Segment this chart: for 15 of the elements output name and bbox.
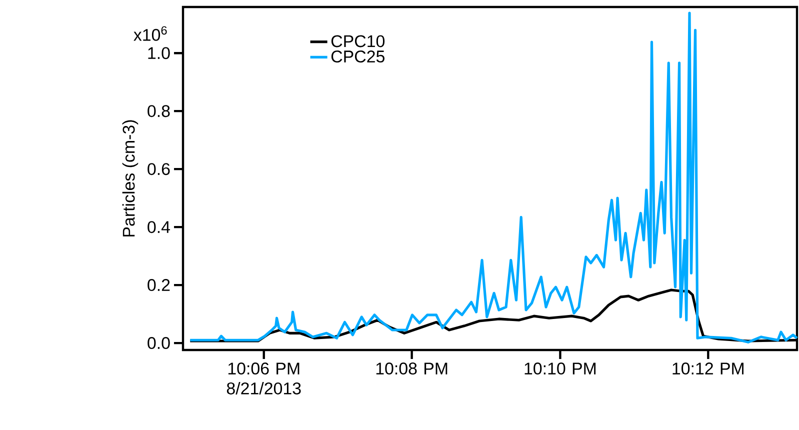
y-tick-label: 0.4 [148,221,170,234]
x-tick-label: 10:12 PM [672,362,744,375]
y-tick-label: 1.0 [148,47,170,60]
legend-label: CPC10 [331,35,385,48]
x-tick-label: 10:06 PM 8/21/2013 [226,362,301,394]
line-series [188,12,798,344]
y-tick-label: 0.6 [148,163,170,176]
y-tick-label: 0.2 [148,279,170,292]
legend-label: CPC25 [331,50,384,63]
text: x10$^{6}$ [134,26,167,41]
y-axis-title: Particles (cm-3) [122,120,138,236]
x-tick-label: 10:10 PM [524,362,596,375]
y-tick-label: 0.8 [148,105,170,118]
x-tick-label: 10:08 PM [376,362,448,375]
y-tick-label: 0.0 [148,337,170,350]
